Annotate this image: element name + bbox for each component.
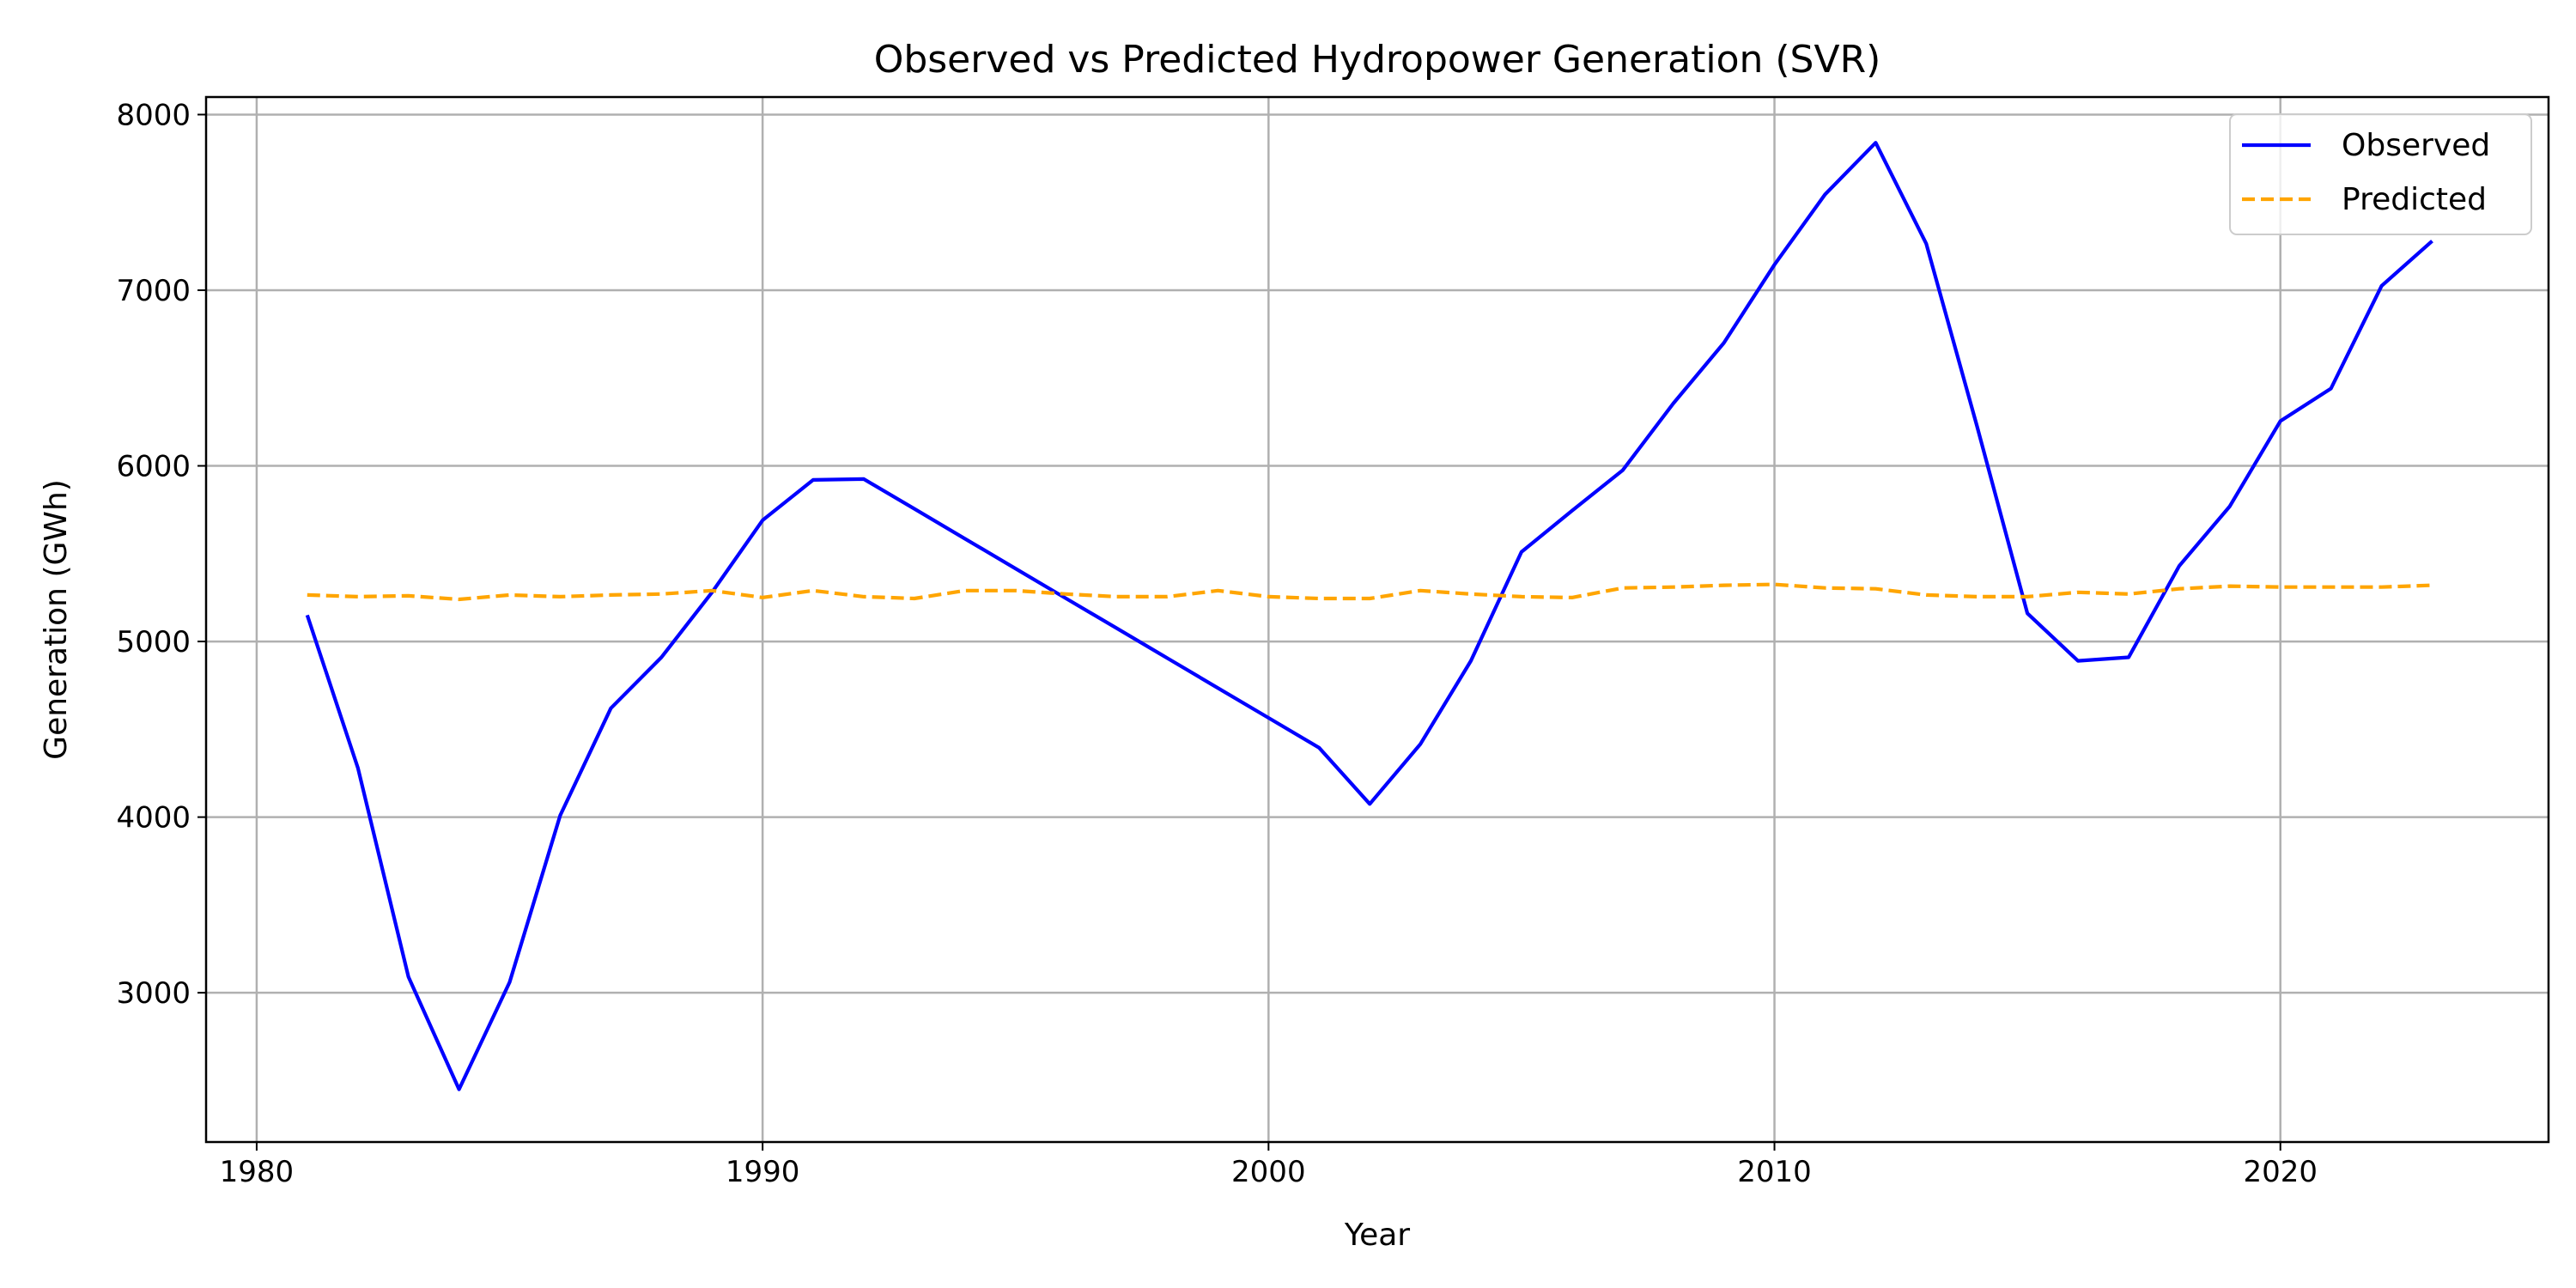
series-line-observed [305,141,2433,1091]
y-tick-label: 8000 [116,98,191,132]
x-tick-label: 2020 [2243,1155,2318,1189]
x-tick-label: 1980 [220,1155,295,1189]
x-tick-label: 1990 [726,1155,800,1189]
legend: Observed Predicted [2229,113,2532,235]
y-tick-label: 3000 [116,976,191,1011]
plot-frame [204,95,2550,1144]
series-layer [305,141,2433,1091]
y-tick-label: 4000 [116,801,191,835]
y-tick-label: 5000 [116,625,191,659]
legend-label-predicted: Predicted [2342,182,2487,217]
series-line-predicted [307,582,2433,602]
chart-title: Observed vs Predicted Hydropower Generat… [874,38,1881,82]
legend-label-observed: Observed [2342,128,2490,163]
x-axis: 1980 1990 2000 2010 2020 [220,1142,2318,1189]
x-tick-label: 2000 [1231,1155,1306,1189]
y-axis-label: Generation (GWh) [39,479,74,760]
y-tick-label: 6000 [116,450,191,484]
grid [206,97,2549,1142]
x-axis-label: Year [1344,1218,1410,1253]
x-tick-label: 2010 [1737,1155,1812,1189]
y-tick-label: 7000 [116,274,191,308]
y-axis: 3000 4000 5000 6000 7000 8000 [116,98,206,1011]
